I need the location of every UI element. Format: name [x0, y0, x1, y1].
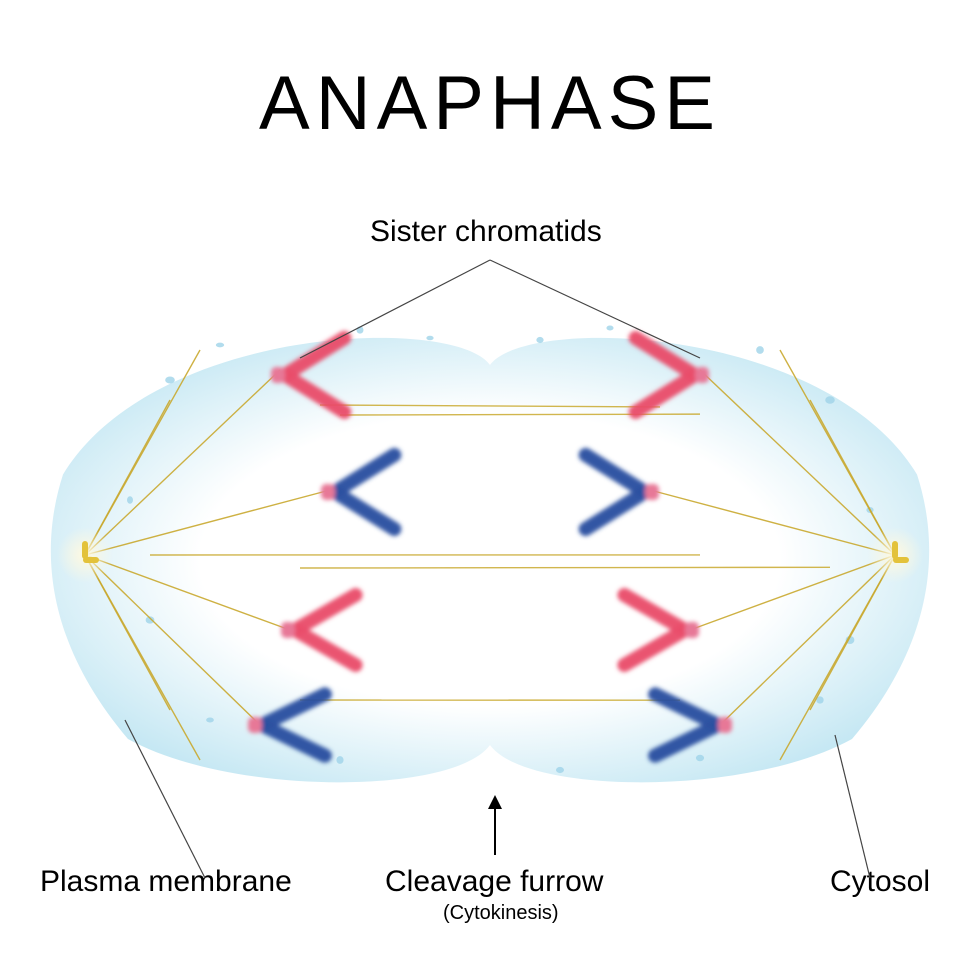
speckle	[216, 343, 224, 348]
speckle	[127, 496, 133, 503]
speckle	[426, 336, 433, 340]
speckle	[606, 326, 613, 331]
cleavage-arrowhead	[488, 795, 502, 809]
speckle	[206, 718, 214, 723]
callout-line	[835, 735, 870, 878]
speckle	[536, 337, 543, 343]
speckle	[825, 396, 835, 404]
interzonal-fiber	[340, 414, 700, 415]
cell-body	[51, 338, 929, 782]
speckle	[165, 376, 175, 383]
speckle	[556, 767, 564, 773]
speckle	[696, 755, 704, 762]
interzonal-fiber	[300, 567, 830, 568]
anaphase-diagram	[0, 0, 980, 980]
speckle	[756, 346, 764, 354]
speckle	[336, 756, 343, 764]
